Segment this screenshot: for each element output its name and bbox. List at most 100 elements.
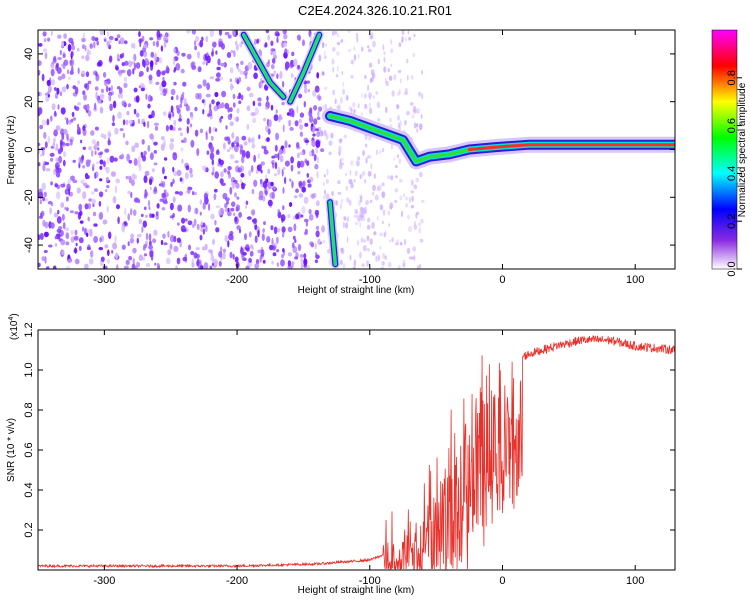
noise-speck	[262, 180, 268, 189]
noise-speck	[287, 49, 289, 55]
noise-speck	[173, 235, 177, 243]
noise-speck	[47, 37, 51, 42]
noise-speck	[281, 226, 286, 233]
noise-speck	[410, 75, 414, 80]
noise-speck	[321, 41, 325, 49]
noise-speck	[279, 71, 283, 79]
noise-speck	[295, 188, 299, 193]
noise-speck	[205, 35, 209, 43]
snr-scale-label: (x104)	[8, 313, 20, 340]
noise-speck	[187, 204, 191, 213]
noise-speck	[414, 220, 416, 226]
noise-speck	[94, 172, 97, 180]
noise-speck	[49, 207, 52, 215]
noise-speck	[127, 190, 131, 195]
noise-speck	[130, 191, 133, 199]
noise-speck	[100, 256, 105, 262]
noise-speck	[51, 103, 56, 111]
noise-speck	[412, 52, 416, 58]
noise-speck	[91, 198, 96, 204]
noise-speck	[99, 237, 102, 243]
noise-speck	[309, 150, 313, 157]
noise-speck	[70, 229, 74, 235]
noise-speck	[316, 131, 321, 138]
noise-speck	[108, 231, 112, 239]
noise-speck	[353, 179, 356, 183]
noise-speck	[117, 216, 120, 225]
noise-speck	[323, 50, 326, 56]
noise-speck	[250, 244, 253, 249]
noise-speck	[135, 95, 140, 103]
noise-speck	[350, 59, 355, 65]
noise-speck	[83, 182, 88, 187]
noise-speck	[235, 63, 239, 67]
noise-speck	[220, 171, 224, 178]
y-tick-label: 0.8	[23, 402, 35, 417]
noise-speck	[239, 70, 244, 75]
noise-speck	[94, 37, 99, 42]
noise-speck	[240, 60, 244, 65]
ridge-main-trace-hot	[467, 143, 675, 151]
noise-speck	[276, 236, 279, 244]
noise-speck	[416, 108, 420, 114]
noise-speck	[41, 148, 45, 157]
noise-speck	[202, 246, 206, 251]
noise-speck	[231, 182, 236, 187]
noise-speck	[402, 259, 406, 267]
noise-speck	[218, 103, 223, 109]
noise-speck	[408, 36, 411, 41]
noise-speck	[94, 143, 98, 149]
noise-speck	[240, 173, 245, 178]
noise-speck	[316, 170, 319, 179]
noise-speck	[339, 159, 342, 164]
noise-speck	[318, 95, 322, 101]
noise-speck	[261, 80, 264, 84]
noise-speck	[365, 157, 368, 164]
noise-speck	[250, 138, 254, 143]
noise-speck	[211, 41, 217, 48]
noise-speck	[79, 210, 83, 216]
noise-speck	[127, 103, 132, 108]
noise-speck	[178, 127, 182, 131]
noise-speck	[99, 151, 104, 155]
noise-speck	[231, 201, 236, 207]
noise-speck	[43, 231, 49, 238]
noise-speck	[270, 104, 274, 111]
noise-speck	[284, 61, 290, 69]
noise-speck	[259, 254, 262, 263]
colorbar: 0.0 0.2 0.4 0.6 0.8 Normalized spectral ampl…	[711, 29, 748, 277]
noise-speck	[315, 146, 319, 154]
noise-speck	[376, 101, 381, 109]
noise-speck	[195, 35, 200, 42]
noise-speck	[155, 81, 160, 85]
noise-speck	[139, 39, 142, 48]
noise-speck	[397, 91, 400, 96]
noise-speck	[359, 194, 363, 199]
noise-speck	[143, 122, 146, 127]
noise-speck	[289, 126, 294, 131]
noise-speck	[226, 210, 232, 217]
noise-speck	[215, 149, 220, 155]
noise-speck	[282, 248, 285, 253]
noise-speck	[369, 107, 373, 115]
noise-speck	[65, 196, 69, 202]
snr-series	[38, 335, 675, 570]
colorbar-gradient	[711, 29, 738, 270]
noise-speck	[161, 80, 167, 88]
noise-speck	[122, 119, 126, 126]
noise-speck	[204, 196, 209, 205]
noise-speck	[236, 79, 240, 85]
noise-speck	[271, 260, 274, 265]
noise-speck	[143, 253, 148, 257]
noise-speck	[92, 203, 95, 208]
noise-speck	[74, 86, 79, 95]
noise-speck	[86, 229, 90, 233]
noise-speck	[92, 211, 97, 217]
noise-speck	[222, 248, 227, 253]
noise-speck	[62, 159, 66, 167]
noise-speck	[81, 55, 85, 60]
noise-speck	[294, 238, 297, 243]
noise-speck	[194, 40, 197, 46]
noise-speck	[72, 159, 76, 163]
noise-speck	[291, 51, 295, 57]
